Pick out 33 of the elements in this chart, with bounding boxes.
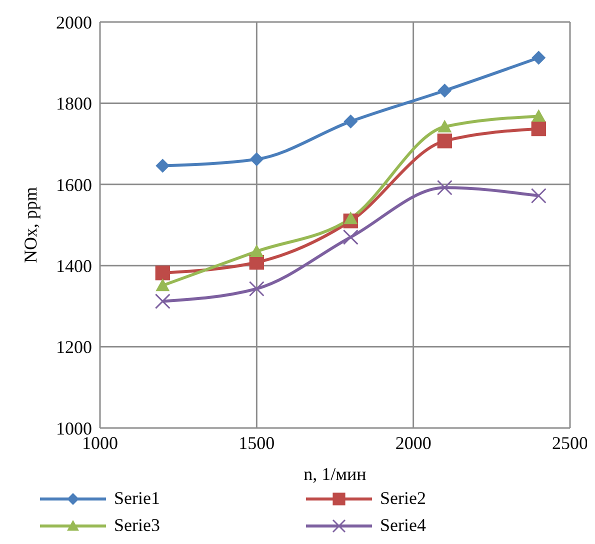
point xyxy=(250,244,264,257)
point xyxy=(437,134,452,148)
y-tick-label: 1600 xyxy=(56,174,92,195)
point xyxy=(530,188,546,204)
point xyxy=(344,114,358,128)
point xyxy=(250,152,264,166)
point xyxy=(438,84,452,98)
y-tick-label: 1000 xyxy=(56,418,92,438)
x-tick-label: 2500 xyxy=(552,432,588,453)
y-tick-label: 1400 xyxy=(56,256,92,276)
y-tick-label: 2000 xyxy=(56,12,92,32)
legend-label: Serie3 xyxy=(114,515,160,536)
legend-label: Serie4 xyxy=(380,515,426,536)
point xyxy=(156,158,170,173)
y-tick-label: 1200 xyxy=(56,337,92,358)
point xyxy=(532,109,546,122)
legend-label: Serie2 xyxy=(380,488,426,509)
x-tick-label: 2000 xyxy=(395,432,432,453)
point xyxy=(344,212,358,224)
point xyxy=(531,121,546,136)
point xyxy=(342,229,358,245)
y-axis-title: NOx, ppm xyxy=(20,187,40,263)
point xyxy=(156,278,170,292)
x-tick-label: 1500 xyxy=(238,432,275,453)
point xyxy=(154,294,170,310)
point xyxy=(436,180,452,196)
point xyxy=(438,120,452,132)
point xyxy=(155,266,170,280)
x-axis-title: n, 1/мин xyxy=(304,464,367,484)
legend-label: Serie1 xyxy=(114,488,160,509)
point xyxy=(532,50,546,65)
y-tick-label: 1800 xyxy=(56,94,92,114)
point xyxy=(248,280,264,296)
